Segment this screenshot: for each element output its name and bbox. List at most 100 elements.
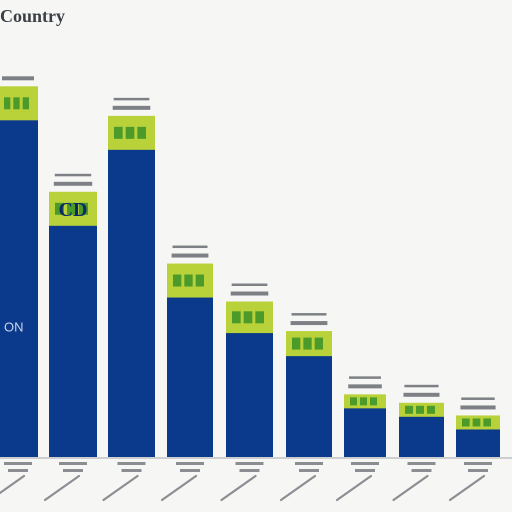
bar-group-6	[286, 313, 332, 457]
tick-label-line	[235, 462, 264, 465]
bar-label-square	[427, 405, 435, 414]
tick-label-line	[176, 462, 204, 465]
bar-annotation-line	[171, 253, 209, 258]
tick-label-diagonal	[43, 474, 81, 502]
bar-annotation-line	[460, 405, 496, 410]
bar-annotation-line	[403, 392, 440, 397]
tick-label-line	[299, 469, 319, 472]
bar-label-square	[303, 337, 312, 350]
tick-label-diagonal	[392, 474, 429, 502]
bar-group-9	[456, 397, 500, 457]
tick-label-line	[180, 469, 200, 472]
bar-label-square	[137, 126, 146, 139]
tick-label-diagonal	[448, 474, 486, 502]
bar-label-square	[350, 397, 357, 406]
bar-annotation-line	[2, 76, 34, 81]
tick-label-line	[63, 469, 83, 472]
tick-label-line	[355, 469, 375, 472]
bar-3	[108, 127, 155, 457]
x-tick-6	[279, 462, 323, 502]
bar-label-square	[173, 274, 182, 287]
bar-label-square	[22, 97, 29, 110]
bar-label-square	[114, 126, 123, 139]
bar-annotation-line	[348, 384, 382, 389]
bar-annotation-line	[53, 181, 93, 186]
bar-label-square	[292, 337, 301, 350]
bar-group-3	[108, 97, 155, 457]
bar-label-square	[243, 311, 253, 324]
bar-label-square	[79, 202, 88, 215]
tick-label-line	[464, 462, 492, 465]
x-tick-9	[448, 462, 492, 502]
bar-annotation-line	[404, 384, 439, 388]
chart-title: Country	[0, 8, 66, 26]
bar-label-square	[13, 97, 20, 110]
bar-label-square	[195, 274, 204, 287]
x-ticks-layer	[0, 462, 492, 502]
tick-label-line	[117, 462, 146, 465]
bar-label-square	[67, 202, 76, 215]
x-tick-2	[43, 462, 87, 502]
bar-label-square	[405, 405, 413, 414]
bar-8	[399, 414, 444, 457]
bar-label-square	[360, 397, 367, 406]
bar-annotation-line	[230, 291, 269, 296]
bar-group-2: CD	[49, 173, 97, 457]
bar-annotation-line	[349, 376, 381, 379]
bar-label-square	[370, 397, 377, 406]
bar-annotation-line	[112, 105, 151, 110]
x-tick-1	[0, 462, 32, 495]
bar-annotation-line	[461, 397, 495, 400]
bar-label-square	[232, 311, 241, 324]
bar-label-square	[184, 274, 193, 287]
bar-inner-text: ON	[4, 319, 24, 334]
bar-5	[226, 313, 273, 457]
bar-9	[456, 427, 500, 457]
bar-annotation-line	[113, 97, 150, 101]
bar-1	[0, 98, 38, 458]
tick-label-line	[121, 469, 142, 472]
tick-label-line	[239, 469, 260, 472]
bar-7	[344, 406, 386, 457]
x-tick-8	[392, 462, 436, 502]
tick-label-diagonal	[102, 474, 139, 502]
bar-group-7	[344, 376, 386, 457]
bar-label-square	[472, 418, 481, 427]
tick-label-line	[295, 462, 323, 465]
x-tick-7	[335, 462, 379, 502]
tick-label-line	[8, 469, 28, 472]
tick-label-diagonal	[335, 474, 373, 502]
bar-annotation-line	[290, 321, 328, 326]
bar-group-8	[399, 384, 444, 457]
bar-annotation-line	[172, 245, 208, 249]
bar-2	[49, 203, 97, 457]
bar-label-square	[416, 405, 424, 414]
bar-6	[286, 343, 332, 457]
tick-label-line	[468, 469, 488, 472]
x-tick-4	[160, 462, 204, 502]
x-tick-3	[102, 462, 146, 502]
bar-label-square	[4, 97, 11, 110]
tick-label-diagonal	[160, 474, 198, 502]
tick-label-line	[4, 462, 32, 465]
tick-label-diagonal	[220, 474, 257, 502]
bar-label-square	[55, 202, 64, 215]
bar-label-square	[255, 311, 264, 324]
bar-label-square	[314, 337, 323, 350]
tick-label-line	[411, 469, 432, 472]
tick-label-diagonal	[279, 474, 317, 502]
tick-label-line	[351, 462, 379, 465]
bars-layer: ON CD	[0, 76, 500, 458]
bar-group-4	[167, 245, 213, 457]
bar-label-square	[462, 418, 470, 427]
bar-annotation-line	[291, 313, 327, 316]
tick-label-diagonal	[0, 474, 26, 495]
tick-label-line	[407, 462, 436, 465]
bar-annotation-line	[54, 173, 92, 177]
bar-data-label: CD	[59, 199, 88, 221]
tick-label-line	[59, 462, 87, 465]
bar-label-square	[483, 418, 491, 427]
bar-annotation-line	[231, 283, 268, 287]
bar-label-square	[125, 126, 135, 139]
